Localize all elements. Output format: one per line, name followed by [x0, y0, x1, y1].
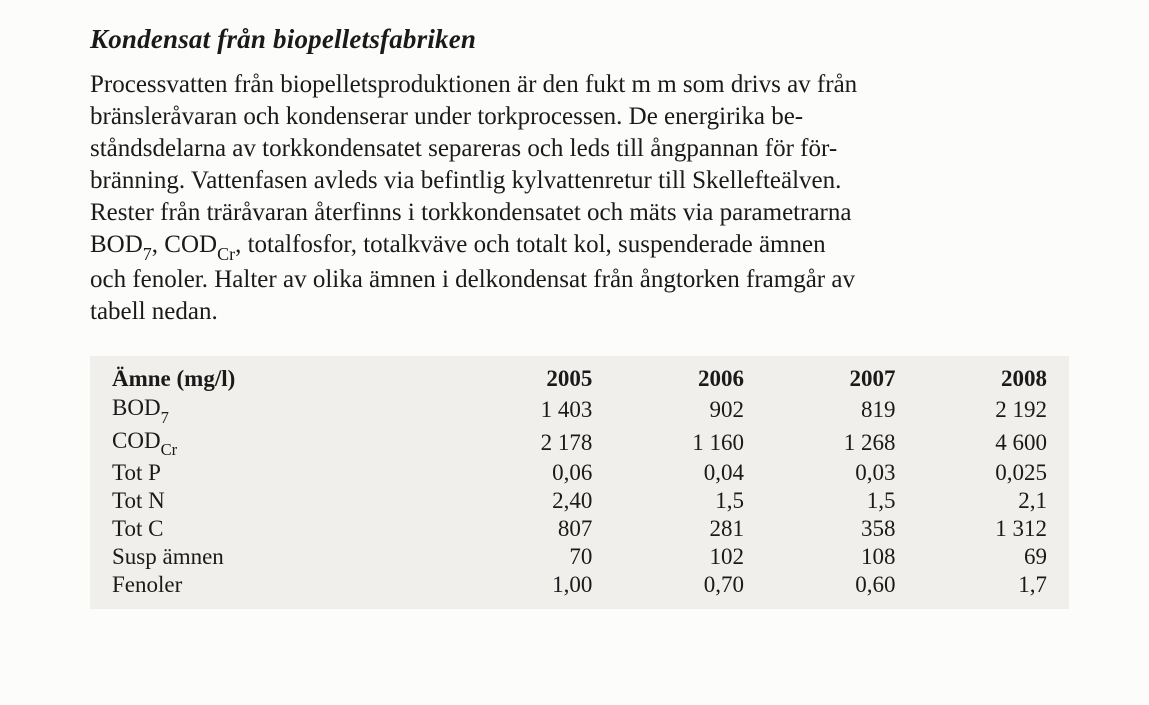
subscript: Cr [161, 440, 178, 459]
cell-value: 108 [750, 543, 902, 571]
table-row: Fenoler 1,000,700,601,7 [106, 571, 1053, 599]
para-line: tabell nedan. [90, 298, 218, 325]
para-line: och fenoler. Halter av olika ämnen i del… [90, 266, 855, 293]
cell-value: 2,1 [901, 487, 1053, 515]
table-row: Tot P 0,060,040,030,025 [106, 459, 1053, 487]
col-header-year: 2008 [901, 364, 1053, 394]
cell-value: 807 [447, 515, 599, 543]
cell-substance: Fenoler [106, 571, 447, 599]
substance-name: BOD [112, 395, 161, 420]
para-line: Processvatten från biopelletsproduktione… [90, 71, 857, 98]
cell-value: 1 268 [750, 427, 902, 460]
cell-value: 1,5 [750, 487, 902, 515]
cell-value: 4 600 [901, 427, 1053, 460]
subscript: Cr [217, 244, 235, 264]
cell-substance: Tot C [106, 515, 447, 543]
cell-value: 1,00 [447, 571, 599, 599]
cell-substance: BOD7 [106, 394, 447, 427]
table-row: Susp ämnen 7010210869 [106, 543, 1053, 571]
substance-name: Tot N [112, 488, 165, 513]
table-row: Tot N2,401,51,52,1 [106, 487, 1053, 515]
para-line: , COD [152, 231, 217, 258]
table-row: BOD71 4039028192 192 [106, 394, 1053, 427]
para-line: bränsleråvaran och kondenserar under tor… [90, 103, 803, 130]
cell-value: 1 160 [598, 427, 750, 460]
cell-value: 0,70 [598, 571, 750, 599]
subscript: 7 [143, 244, 152, 264]
col-header-substance: Ämne (mg/l) [106, 364, 447, 394]
data-table: Ämne (mg/l) 2005 2006 2007 2008 BOD71 40… [106, 364, 1053, 599]
col-header-year: 2006 [598, 364, 750, 394]
cell-value: 281 [598, 515, 750, 543]
cell-substance: CODCr [106, 427, 447, 460]
body-paragraph: Processvatten från biopelletsproduktione… [90, 69, 1069, 328]
para-line: bränning. Vattenfasen avleds via befintl… [90, 167, 841, 194]
cell-substance: Tot P [106, 459, 447, 487]
para-line: , totalfosfor, totalkväve och totalt kol… [235, 231, 826, 258]
substance-name: Tot C [112, 516, 163, 541]
cell-value: 819 [750, 394, 902, 427]
data-table-container: Ämne (mg/l) 2005 2006 2007 2008 BOD71 40… [90, 356, 1069, 609]
cell-value: 902 [598, 394, 750, 427]
cell-value: 69 [901, 543, 1053, 571]
cell-value: 70 [447, 543, 599, 571]
cell-value: 102 [598, 543, 750, 571]
cell-substance: Susp ämnen [106, 543, 447, 571]
cell-value: 1 403 [447, 394, 599, 427]
cell-substance: Tot N [106, 487, 447, 515]
cell-value: 1,7 [901, 571, 1053, 599]
cell-value: 1 312 [901, 515, 1053, 543]
substance-name: Fenoler [112, 572, 182, 597]
substance-name: Susp ämnen [112, 544, 224, 569]
cell-value: 0,04 [598, 459, 750, 487]
cell-value: 2,40 [447, 487, 599, 515]
cell-value: 358 [750, 515, 902, 543]
substance-name: COD [112, 428, 161, 453]
cell-value: 0,025 [901, 459, 1053, 487]
para-line: BOD [90, 231, 143, 258]
section-heading: Kondensat från biopelletsfabriken [90, 24, 1069, 55]
para-line: Rester från träråvaran återfinns i torkk… [90, 199, 851, 226]
cell-value: 2 178 [447, 427, 599, 460]
col-header-year: 2007 [750, 364, 902, 394]
cell-value: 1,5 [598, 487, 750, 515]
cell-value: 0,03 [750, 459, 902, 487]
cell-value: 2 192 [901, 394, 1053, 427]
table-row: Tot C 8072813581 312 [106, 515, 1053, 543]
table-header-row: Ämne (mg/l) 2005 2006 2007 2008 [106, 364, 1053, 394]
cell-value: 0,60 [750, 571, 902, 599]
cell-value: 0,06 [447, 459, 599, 487]
substance-name: Tot P [112, 460, 161, 485]
table-body: BOD71 4039028192 192CODCr2 1781 1601 268… [106, 394, 1053, 599]
subscript: 7 [161, 408, 169, 427]
col-header-year: 2005 [447, 364, 599, 394]
para-line: ståndsdelarna av torkkondensatet separer… [90, 135, 837, 162]
table-row: CODCr2 1781 1601 2684 600 [106, 427, 1053, 460]
